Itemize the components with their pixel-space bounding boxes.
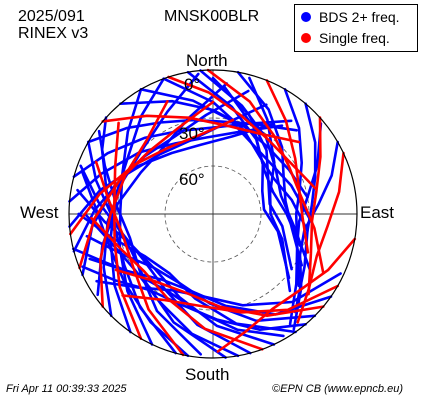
station-title: MNSK00BLR xyxy=(164,8,260,25)
track-bds-35 xyxy=(83,212,240,358)
skyplot-grid-overlay xyxy=(68,69,358,359)
track-bds-25 xyxy=(87,140,227,359)
track-single-3 xyxy=(167,75,317,190)
track-bds-26 xyxy=(79,164,252,355)
legend-label-bds: BDS 2+ freq. xyxy=(319,9,400,25)
direction-south: South xyxy=(185,365,230,384)
track-single-14 xyxy=(296,151,345,324)
track-bds-14 xyxy=(72,119,293,178)
elevation-label-30: 30° xyxy=(179,124,205,143)
legend: BDS 2+ freq. Single freq. xyxy=(294,4,418,52)
direction-east: East xyxy=(360,203,395,222)
elevation-label-60: 60° xyxy=(179,170,205,189)
format-label: RINEX v3 xyxy=(18,25,89,42)
track-bds-15 xyxy=(68,124,284,203)
track-single-0 xyxy=(206,68,325,274)
track-bds-10 xyxy=(294,102,317,314)
satellite-tracks xyxy=(68,68,357,359)
doy-label: 2025/091 xyxy=(18,8,85,25)
track-single-7 xyxy=(99,100,169,308)
track-bds-5 xyxy=(211,76,293,271)
track-single-13 xyxy=(216,237,357,353)
track-single-5 xyxy=(69,118,235,236)
track-bds-3 xyxy=(186,70,302,247)
track-bds-6 xyxy=(236,70,303,267)
track-single-10 xyxy=(90,216,264,351)
track-bds-22 xyxy=(118,88,154,346)
track-bds-4 xyxy=(199,69,312,272)
track-bds-24 xyxy=(97,129,202,356)
track-bds-9 xyxy=(248,76,292,293)
track-bds-33 xyxy=(72,247,285,338)
legend-item-bds: BDS 2+ freq. xyxy=(301,8,400,26)
track-single-9 xyxy=(94,160,185,357)
track-single-2 xyxy=(307,116,322,296)
footer-timestamp: Fri Apr 11 00:39:33 2025 xyxy=(6,383,127,395)
track-single-4 xyxy=(101,114,301,144)
legend-marker-single xyxy=(301,33,311,44)
legend-label-single: Single freq. xyxy=(319,30,390,46)
direction-west: West xyxy=(20,203,59,222)
track-single-11 xyxy=(114,268,325,317)
track-bds-32 xyxy=(81,265,307,331)
legend-marker-bds xyxy=(301,12,311,23)
track-single-6 xyxy=(78,100,215,270)
track-single-1 xyxy=(265,79,310,254)
legend-item-single: Single freq. xyxy=(301,29,390,47)
horizon-circle xyxy=(68,69,358,359)
track-single-12 xyxy=(121,284,339,314)
elevation-label-0: 0° xyxy=(184,75,201,94)
direction-north: North xyxy=(186,51,228,70)
footer-credit: ©EPN CB (www.epncb.eu) xyxy=(272,383,403,395)
track-bds-11 xyxy=(288,122,323,326)
